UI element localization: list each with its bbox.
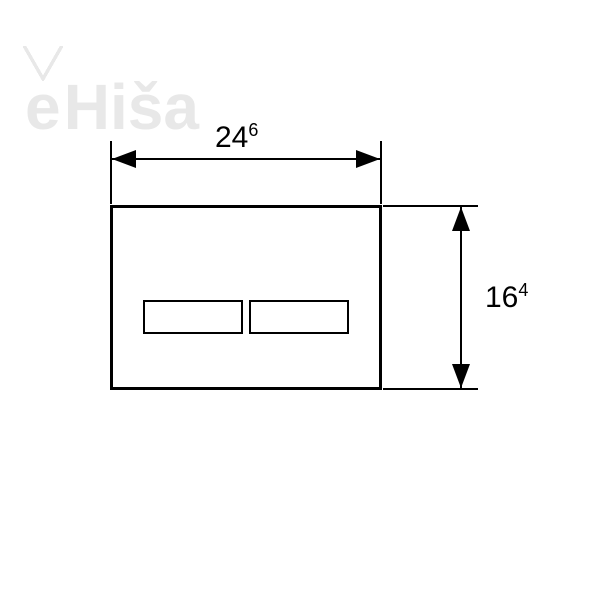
dim-width-label: 246	[215, 120, 258, 155]
dim-height-label: 164	[485, 280, 528, 315]
watermark-ehisa: eHiša	[25, 70, 199, 144]
flush-plate-outline	[110, 205, 382, 390]
flush-button-left	[143, 300, 243, 334]
dim-height-ext-bottom	[383, 388, 478, 390]
dim-width-arrow-left	[112, 150, 136, 168]
flush-button-right	[249, 300, 349, 334]
watermark-text: Hiša	[64, 71, 199, 143]
dim-width-arrow-right	[356, 150, 380, 168]
watermark-roof-letter: e	[25, 70, 61, 144]
dim-width-main: 24	[215, 121, 248, 154]
dim-width-sup: 6	[248, 120, 258, 140]
dim-width-line	[112, 158, 380, 160]
dim-height-arrow-down	[452, 364, 470, 388]
dim-height-line	[460, 207, 462, 388]
diagram-stage: { "canvas": { "w": 600, "h": 600, "bg": …	[0, 0, 600, 600]
dim-height-sup: 4	[518, 280, 528, 300]
dim-width-ext-right	[380, 141, 382, 204]
dim-height-arrow-up	[452, 207, 470, 231]
dim-height-main: 16	[485, 281, 518, 314]
